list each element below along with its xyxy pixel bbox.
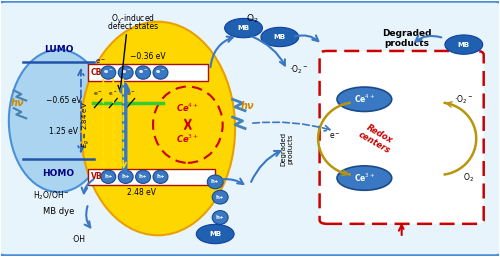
Ellipse shape	[153, 170, 168, 183]
Text: MB: MB	[274, 34, 286, 40]
Ellipse shape	[81, 22, 235, 235]
Text: CB: CB	[91, 68, 102, 77]
Text: hν: hν	[240, 101, 254, 111]
Ellipse shape	[196, 224, 234, 244]
Text: h+: h+	[122, 174, 130, 179]
Text: h+: h+	[156, 174, 164, 179]
Ellipse shape	[118, 66, 133, 79]
Text: h+: h+	[216, 215, 224, 220]
Ellipse shape	[445, 35, 482, 54]
Text: defect states: defect states	[108, 22, 158, 31]
Text: O$_2$: O$_2$	[246, 13, 259, 25]
Text: ·O$_2$$^-$: ·O$_2$$^-$	[454, 93, 474, 106]
Text: 2.48 eV: 2.48 eV	[128, 188, 156, 197]
Text: e$^-$: e$^-$	[120, 69, 131, 77]
Text: e$^-$: e$^-$	[103, 69, 114, 77]
Text: Degraded
products: Degraded products	[281, 132, 294, 166]
Ellipse shape	[101, 66, 116, 79]
Text: ·OH: ·OH	[72, 235, 86, 244]
Text: VB: VB	[91, 172, 102, 181]
Text: LUMO: LUMO	[44, 45, 74, 54]
Ellipse shape	[212, 211, 228, 224]
Text: e$^-$: e$^-$	[328, 131, 340, 141]
Text: −0.65 eV: −0.65 eV	[46, 96, 82, 105]
FancyBboxPatch shape	[88, 65, 208, 81]
Text: e$^-$: e$^-$	[108, 90, 118, 98]
Ellipse shape	[153, 66, 168, 79]
Text: e$^-$: e$^-$	[95, 57, 106, 66]
Text: ·O$_2$$^-$: ·O$_2$$^-$	[288, 64, 309, 76]
FancyBboxPatch shape	[320, 51, 484, 224]
Text: e$^-$: e$^-$	[156, 69, 166, 77]
Text: Redox
centers: Redox centers	[356, 121, 397, 156]
Text: H$_2$O/OH$^-$: H$_2$O/OH$^-$	[32, 190, 70, 202]
Ellipse shape	[337, 166, 392, 190]
Text: e$^-$: e$^-$	[126, 90, 136, 98]
Text: −0.36 eV: −0.36 eV	[130, 52, 166, 61]
Text: $\mathit{E}_g$ = 2.84 eV: $\mathit{E}_g$ = 2.84 eV	[80, 101, 92, 148]
Text: MB: MB	[238, 25, 250, 31]
Ellipse shape	[101, 170, 116, 183]
Text: Ce$^{4+}$: Ce$^{4+}$	[176, 102, 200, 114]
Text: MB dye: MB dye	[43, 207, 74, 216]
Text: MB: MB	[209, 231, 222, 237]
Text: HOMO: HOMO	[42, 169, 74, 178]
Ellipse shape	[337, 87, 392, 112]
Text: O$_2$: O$_2$	[463, 172, 474, 184]
Text: Ce$^{3+}$: Ce$^{3+}$	[354, 172, 375, 184]
Text: e$^-$: e$^-$	[138, 69, 148, 77]
Ellipse shape	[207, 175, 223, 189]
Text: h+: h+	[216, 195, 224, 200]
Text: MB: MB	[458, 42, 470, 48]
Ellipse shape	[136, 170, 150, 183]
Text: hν: hν	[11, 98, 24, 108]
Text: Ce$^{3+}$: Ce$^{3+}$	[176, 132, 200, 145]
Ellipse shape	[261, 27, 298, 47]
Text: h+: h+	[104, 174, 112, 179]
FancyBboxPatch shape	[88, 169, 215, 185]
Ellipse shape	[136, 66, 150, 79]
Ellipse shape	[212, 190, 228, 204]
Ellipse shape	[118, 170, 133, 183]
Ellipse shape	[9, 50, 108, 192]
Text: O$_v$-induced: O$_v$-induced	[111, 13, 155, 25]
Text: h+: h+	[139, 174, 147, 179]
Text: 1.25 eV: 1.25 eV	[49, 126, 78, 135]
Text: Degraded
products: Degraded products	[382, 29, 432, 48]
Ellipse shape	[224, 19, 262, 38]
Text: h+: h+	[211, 179, 220, 184]
Text: Ce$^{4+}$: Ce$^{4+}$	[354, 93, 375, 105]
Text: e$^-$: e$^-$	[94, 90, 104, 98]
